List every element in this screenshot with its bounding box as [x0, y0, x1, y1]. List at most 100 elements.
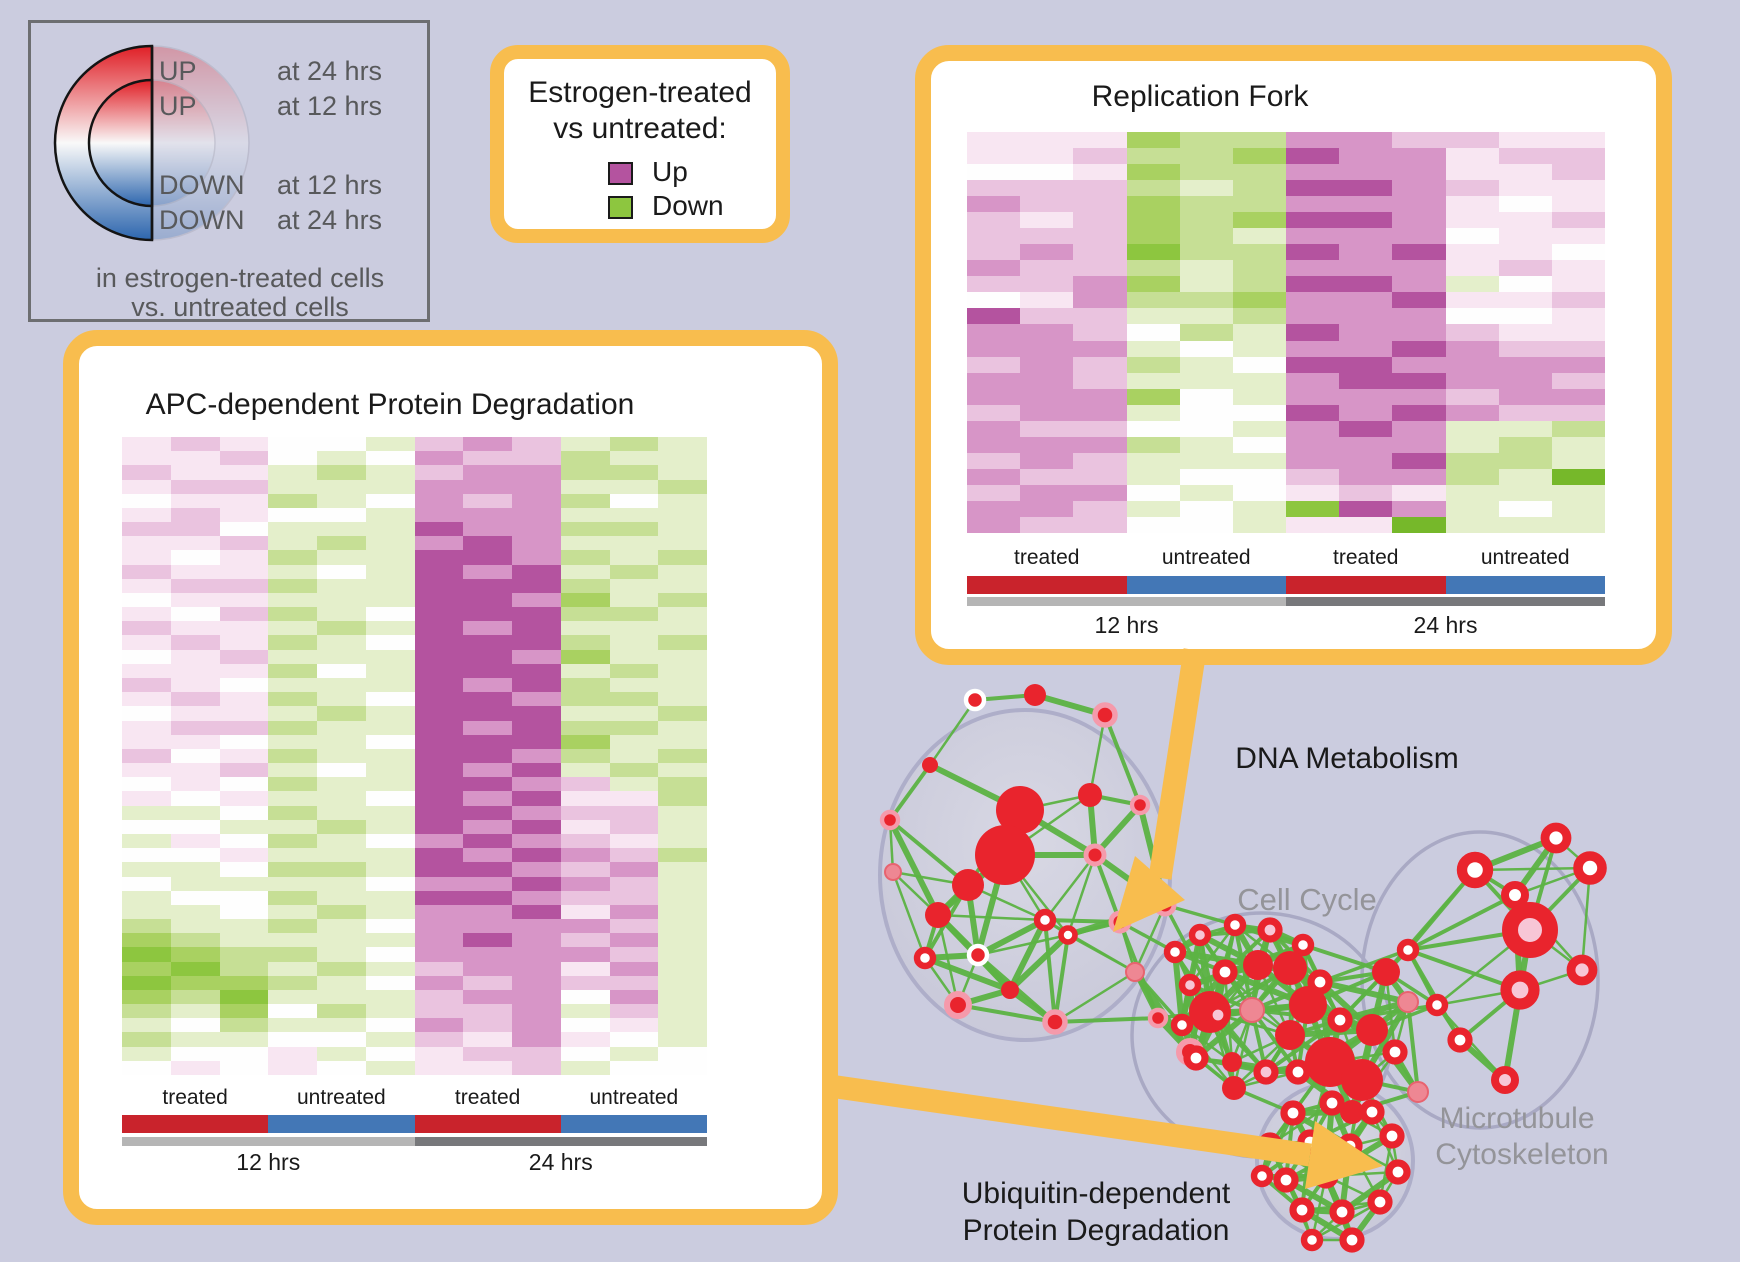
heatmap-cell [1551, 212, 1605, 229]
heatmap-cell [658, 947, 707, 962]
heatmap-cell [1392, 340, 1446, 357]
heatmap-cell [967, 164, 1021, 181]
heatmap-cell [219, 507, 269, 523]
heatmap-cell [170, 819, 220, 834]
heatmap-cell [463, 564, 512, 579]
heatmap-cell [658, 848, 707, 863]
heatmap-cell [560, 975, 610, 990]
heatmap-cell [1073, 340, 1127, 357]
heatmap-cell [609, 493, 659, 508]
heatmap-cell [219, 649, 269, 664]
heatmap-cell [219, 1032, 269, 1047]
heatmap-cell [1020, 420, 1074, 437]
heatmap-cell [317, 961, 366, 976]
heatmap-cell [1339, 180, 1393, 197]
heatmap-cell [317, 890, 366, 905]
heatmap-cell [1498, 308, 1552, 325]
heatmap-cell [170, 876, 220, 891]
heatmap-cell [268, 592, 317, 608]
heatmap-cell [1551, 260, 1605, 277]
heatmap-cell [170, 933, 220, 948]
heatmap-cell [463, 947, 512, 962]
heatmap-cell [317, 748, 366, 764]
heatmap-cell [122, 848, 171, 863]
heatmap-cell [463, 550, 512, 565]
heatmap-cell [122, 607, 171, 622]
heatmap-cell [365, 791, 415, 806]
heatmap-cell [219, 1018, 269, 1033]
heatmap-cell [170, 578, 220, 593]
heatmap-cell [560, 933, 610, 948]
heatmap-cell [219, 437, 269, 452]
heatmap-cell [365, 975, 415, 990]
up-label: Up [652, 156, 688, 187]
heatmap-cell [365, 479, 415, 494]
heatmap-cell [1498, 420, 1552, 437]
heatmap-cell [463, 734, 512, 749]
heatmap-cell [365, 876, 415, 891]
heatmap-cell [317, 507, 366, 523]
heatmap-cell [463, 763, 512, 778]
heatmap-cell [609, 564, 659, 579]
heatmap-cell [609, 833, 659, 849]
heatmap-cell [1073, 356, 1127, 373]
heatmap-cell [512, 748, 561, 764]
heatmap-cell [1020, 148, 1074, 165]
heatmap-cell [512, 876, 561, 891]
heatmap-cell [1286, 276, 1340, 293]
heatmap-cell [658, 720, 707, 735]
heatmap-cell [658, 536, 707, 551]
heatmap-cell [1392, 276, 1446, 293]
heatmap-cell [512, 833, 561, 849]
heatmap-cell [268, 763, 317, 778]
ring-footer-line2: vs. untreated cells [131, 292, 349, 322]
heatmap-cell [1179, 340, 1233, 357]
heatmap-cell [1392, 148, 1446, 165]
heatmap-cell [1498, 452, 1552, 469]
heatmap-cell [463, 876, 512, 891]
time-bar-12hrs [122, 1137, 415, 1146]
time-label: 24 hrs [1413, 612, 1478, 638]
heatmap-cell [463, 1046, 512, 1061]
condition-label: untreated [589, 1086, 679, 1109]
heatmap-cell [1020, 180, 1074, 197]
heatmap-cell [1020, 404, 1074, 421]
heatmap-cell [560, 465, 610, 480]
heatmap-cell [512, 947, 561, 962]
heatmap-cell [317, 777, 366, 792]
heatmap-cell [268, 819, 317, 834]
heatmap-cell [1179, 212, 1233, 229]
heatmap-cell [268, 791, 317, 806]
heatmap-cell [1286, 228, 1340, 245]
heatmap-cell [122, 819, 171, 834]
heatmap-cell [560, 805, 610, 820]
heatmap-cell [1179, 452, 1233, 469]
heatmap-cell [219, 777, 269, 792]
condition-bar [1286, 576, 1446, 594]
heatmap-cell [560, 904, 610, 920]
heatmap-cell [658, 1060, 707, 1075]
heatmap-cell [317, 947, 366, 962]
heatmap-cell [317, 592, 366, 608]
heatmap-cell [609, 933, 659, 948]
heatmap-cell [170, 961, 220, 976]
heatmap-cell [463, 678, 512, 693]
heatmap-cell [658, 777, 707, 792]
heatmap-cell [219, 961, 269, 976]
heatmap-cell [1073, 164, 1127, 181]
heatmap-cell [463, 848, 512, 863]
heatmap-cell [609, 947, 659, 962]
updown-legend-title-line1: Estrogen-treated [528, 76, 752, 109]
heatmap-cell [1286, 292, 1340, 309]
condition-label: untreated [1480, 546, 1570, 569]
heatmap-cell [609, 451, 659, 466]
heatmap-cell [658, 578, 707, 593]
heatmap-cell [1392, 372, 1446, 389]
heatmap-cell [967, 244, 1021, 261]
heatmap-cell [219, 989, 269, 1005]
heatmap-cell [560, 833, 610, 849]
heatmap-cell [317, 678, 366, 693]
heatmap-cell [1445, 516, 1499, 533]
heatmap-cell [1286, 324, 1340, 341]
heatmap-cell [1020, 516, 1074, 533]
